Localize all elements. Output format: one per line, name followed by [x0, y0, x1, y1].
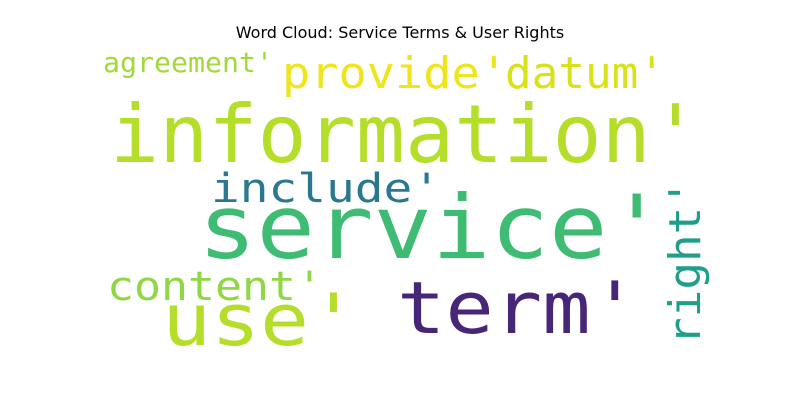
word-term: term' [397, 266, 639, 350]
word-right: right' [660, 179, 711, 345]
word-provide: provide' [282, 48, 508, 99]
figure-title: Word Cloud: Service Terms & User Rights [235, 23, 565, 42]
word-information: information' [110, 88, 700, 181]
word-agreement: agreement' [103, 46, 273, 79]
word-use: use' [162, 278, 358, 362]
word-content: content' [107, 264, 323, 310]
word-service: service' [198, 176, 666, 279]
word-include: include' [211, 166, 441, 212]
word-datum: datum' [505, 48, 665, 99]
